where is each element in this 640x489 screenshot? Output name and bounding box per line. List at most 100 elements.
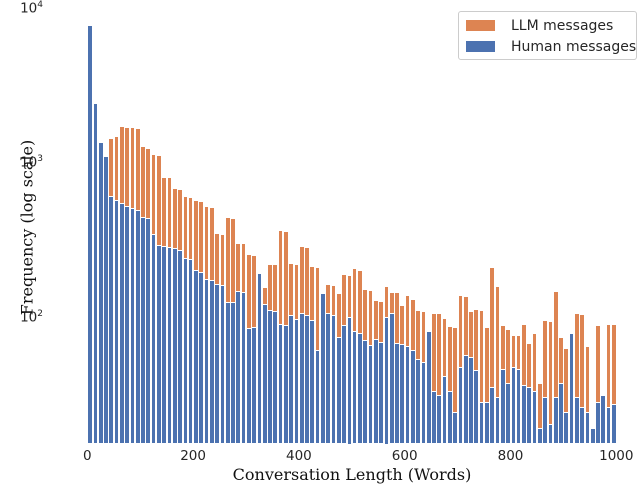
human-bar bbox=[573, 397, 580, 444]
human-bar bbox=[409, 349, 416, 444]
human-bar bbox=[378, 342, 384, 444]
human-bar bbox=[124, 205, 131, 444]
human-bar bbox=[473, 370, 480, 444]
human-bar bbox=[235, 291, 242, 444]
human-bar bbox=[156, 244, 162, 444]
human-bar bbox=[335, 336, 342, 444]
human-bar bbox=[499, 368, 506, 444]
x-tick-label: 200 bbox=[180, 448, 206, 464]
human-bar bbox=[134, 209, 141, 444]
human-bar bbox=[267, 310, 273, 444]
human-bar bbox=[600, 395, 607, 444]
llm-bar bbox=[489, 267, 496, 444]
x-tick-label: 1000 bbox=[599, 448, 634, 464]
human-bar bbox=[595, 401, 601, 444]
llm-bar bbox=[579, 313, 585, 444]
human-bar bbox=[515, 368, 522, 444]
human-bar bbox=[468, 356, 474, 444]
human-bar bbox=[452, 412, 458, 444]
human-bar bbox=[457, 367, 464, 444]
human-bar bbox=[314, 349, 321, 444]
human-bar bbox=[441, 376, 448, 444]
llm-bar bbox=[584, 346, 591, 444]
y-axis-label: Frequency (log scale) bbox=[17, 139, 37, 316]
human-bar bbox=[431, 390, 437, 444]
human-bar bbox=[150, 234, 157, 444]
llm-bar bbox=[447, 325, 453, 444]
human-bar bbox=[510, 367, 517, 444]
legend-label-human: Human messages bbox=[511, 39, 637, 55]
human-bar bbox=[521, 385, 527, 444]
human-bar bbox=[240, 292, 247, 444]
human-bar bbox=[145, 217, 152, 444]
human-bar bbox=[505, 383, 511, 444]
x-tick-label: 800 bbox=[497, 448, 524, 464]
llm-bar bbox=[484, 327, 490, 444]
llm-bar bbox=[573, 313, 580, 444]
llm-bar bbox=[605, 323, 612, 444]
human-bar bbox=[113, 199, 120, 444]
human-bar bbox=[246, 328, 252, 444]
llm-bar bbox=[478, 310, 485, 444]
human-bar bbox=[103, 156, 109, 444]
llm-bar bbox=[452, 326, 458, 444]
human-bar bbox=[484, 401, 490, 444]
human-bar bbox=[436, 395, 443, 444]
human-bar bbox=[404, 346, 411, 444]
llm-bar bbox=[552, 290, 559, 444]
human-bar bbox=[425, 331, 432, 444]
human-bar bbox=[182, 257, 189, 444]
human-bar bbox=[346, 316, 353, 444]
human-bar bbox=[415, 359, 421, 444]
human-bar bbox=[161, 245, 168, 444]
llm-bar bbox=[436, 313, 443, 444]
human-bar bbox=[489, 386, 496, 444]
human-bar bbox=[605, 406, 612, 444]
human-bar bbox=[277, 323, 284, 444]
human-bar bbox=[108, 196, 115, 444]
llm-bar bbox=[611, 324, 617, 444]
human-bar bbox=[494, 397, 501, 444]
human-bar bbox=[198, 271, 205, 444]
human-bar bbox=[214, 283, 220, 444]
human-bar bbox=[304, 314, 310, 444]
human-bar bbox=[478, 401, 485, 444]
x-tick-label: 600 bbox=[391, 448, 418, 464]
human-bar bbox=[166, 247, 173, 444]
human-bar bbox=[383, 316, 390, 444]
human-bar bbox=[219, 284, 226, 444]
human-bar bbox=[187, 259, 194, 444]
llm-bar bbox=[536, 383, 543, 444]
human-bar bbox=[330, 314, 337, 444]
human-bar bbox=[420, 361, 427, 444]
human-bar bbox=[261, 303, 268, 444]
human-bar bbox=[140, 217, 146, 444]
llm-bar bbox=[563, 347, 570, 444]
human-bar bbox=[256, 273, 263, 444]
legend-label-llm: LLM messages bbox=[511, 18, 614, 34]
human-bar bbox=[230, 301, 236, 444]
llm-bar bbox=[431, 313, 437, 444]
x-tick-label: 400 bbox=[286, 448, 312, 464]
human-bar bbox=[589, 427, 596, 444]
human-bar bbox=[568, 333, 575, 444]
human-bar bbox=[283, 325, 289, 444]
human-bar bbox=[351, 330, 358, 444]
human-bar bbox=[563, 412, 570, 444]
human-bar bbox=[119, 202, 125, 444]
y-tick-label: 104 bbox=[20, 0, 43, 16]
llm-bar bbox=[547, 320, 554, 444]
human-bar bbox=[611, 404, 617, 444]
human-bar bbox=[309, 319, 316, 444]
human-bar bbox=[92, 103, 99, 444]
human-bar bbox=[542, 397, 548, 444]
human-bar bbox=[341, 325, 347, 444]
human-bar bbox=[531, 390, 538, 444]
human-bar bbox=[462, 355, 469, 444]
llm-bar bbox=[521, 324, 527, 444]
llm-bar bbox=[531, 333, 538, 444]
llm-bar bbox=[542, 319, 548, 444]
human-bar bbox=[526, 386, 533, 444]
y-tick-label: 103 bbox=[20, 154, 43, 171]
